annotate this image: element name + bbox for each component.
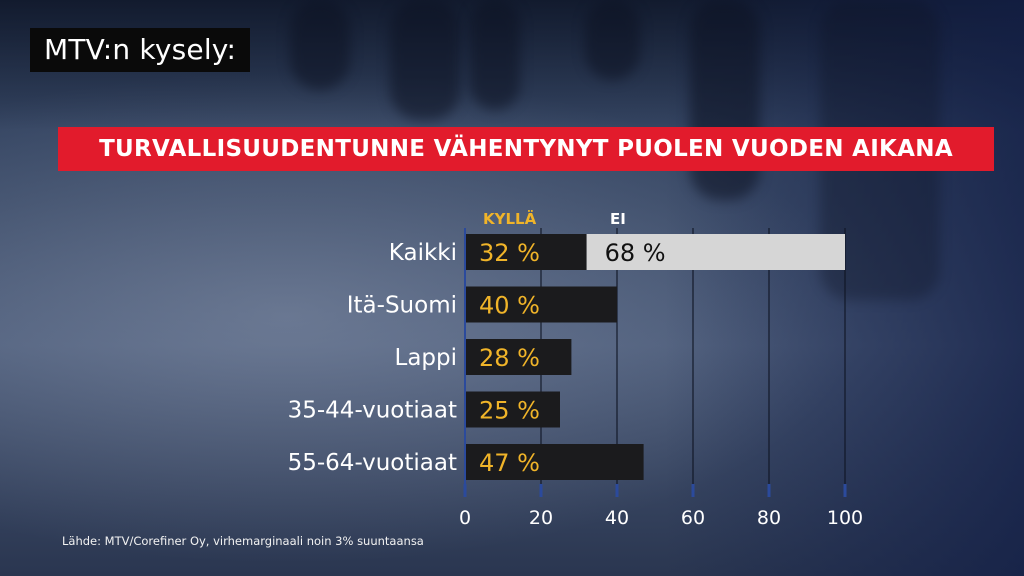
labels: KYLLÄ EI Kaikki 32 % 68 % Itä-Suomi 40 % Lappi 2…: [288, 209, 666, 477]
bar-kylla: [465, 234, 587, 270]
poll-badge: MTV:n kysely:: [30, 28, 251, 72]
tick-label: 100: [827, 507, 863, 529]
bars: [465, 234, 845, 480]
legend-kylla: KYLLÄ: [483, 209, 537, 228]
bar-kylla: [465, 339, 572, 375]
value-label-kylla: 25 %: [479, 397, 540, 425]
bar-kylla: [465, 391, 560, 428]
bar-kylla: [465, 444, 644, 480]
x-axis: 0 20 40 60 80 100: [459, 228, 863, 529]
category-label: 35-44-vuotiaat: [288, 398, 457, 424]
tick-label: 0: [459, 507, 471, 529]
value-label-kylla: 47 %: [479, 449, 540, 477]
value-label-kylla: 32 %: [479, 239, 540, 267]
legend-ei: EI: [610, 210, 626, 228]
source-note: Lähde: MTV/Corefiner Oy, virhemarginaali…: [62, 534, 424, 548]
tick-label: 20: [529, 507, 553, 529]
bar-kylla: [465, 286, 617, 323]
chart-title: TURVALLISUUDENTUNNE VÄHENTYNYT PUOLEN VU…: [58, 127, 994, 171]
value-label-ei: 68 %: [605, 239, 666, 267]
tick-label: 60: [681, 507, 705, 529]
bar-ei: [586, 234, 845, 270]
value-label-kylla: 40 %: [479, 292, 540, 320]
category-label: Kaikki: [389, 240, 457, 266]
tick-label: 40: [605, 507, 629, 529]
tick-label: 80: [757, 507, 781, 529]
category-label: Itä-Suomi: [347, 293, 457, 319]
value-label-kylla: 28 %: [479, 344, 540, 372]
category-label: Lappi: [395, 345, 458, 371]
category-label: 55-64-vuotiaat: [288, 450, 457, 476]
